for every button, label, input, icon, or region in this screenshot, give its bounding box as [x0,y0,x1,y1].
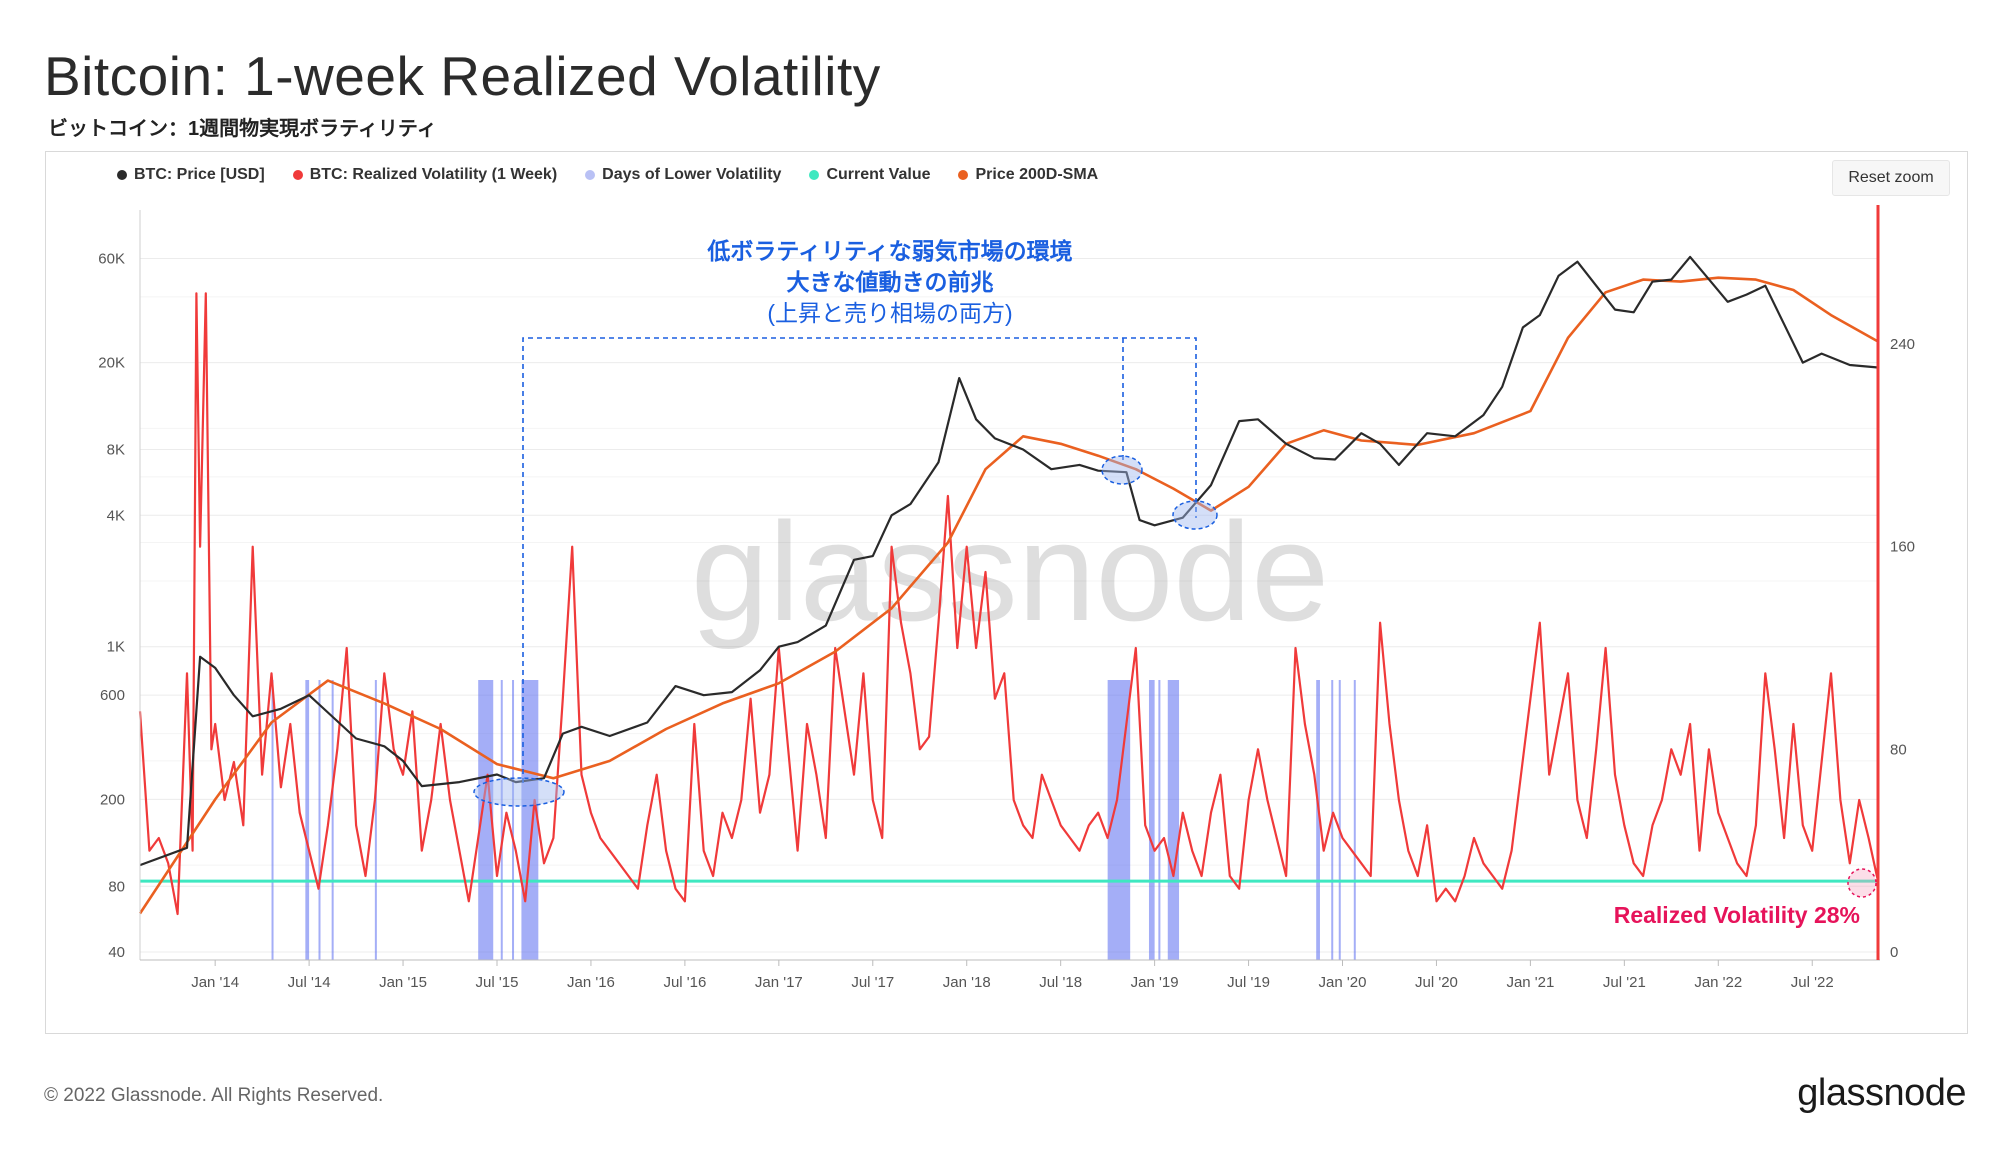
lower-volatility-band [271,680,274,960]
x-tick-label: Jul '20 [1415,974,1458,991]
legend-dot-lower-volatility [585,170,596,180]
x-tick-label: Jan '20 [1319,974,1367,991]
legend-label-current-value: Current Value [826,166,931,183]
highlight-ellipse [1172,500,1218,530]
copyright-footer: © 2022 Glassnode. All Rights Reserved. [44,1085,384,1106]
lower-volatility-band [478,680,494,960]
x-tick-label: Jul '19 [1227,974,1270,991]
lower-volatility-band [512,680,515,960]
legend-dot-volatility [292,170,303,180]
y-left-tick-label: 40 [108,944,125,961]
legend-dot-price [117,170,127,180]
y-left-tick-label: 80 [108,878,125,895]
legend-item-price[interactable]: BTC: Price [USD] [117,166,265,184]
x-tick-label: Jul '22 [1791,974,1834,991]
current-value-marker [1847,868,1877,898]
x-tick-label: Jan '15 [379,974,427,991]
lower-volatility-band [1353,680,1356,960]
legend-item-current-value[interactable]: Current Value [809,166,930,184]
y-left-tick-label: 60K [98,250,125,267]
x-tick-label: Jan '17 [755,974,803,991]
highlight-ellipse [1101,455,1143,485]
annotation-text: 低ボラティリティな弱気市場の環境 大きな値動きの前兆 (上昇と売り相場の両方) [600,236,1180,329]
watermark: glassnode [691,493,1329,650]
annotation-line-1: 低ボラティリティな弱気市場の環境 [707,238,1073,264]
annotation-line-2: 大きな値動きの前兆 [786,269,994,295]
legend-item-volatility[interactable]: BTC: Realized Volatility (1 Week) [292,166,558,184]
y-right-tick-label: 240 [1890,336,1915,353]
y-left-tick-label: 20K [98,355,125,372]
x-tick-label: Jan '21 [1506,974,1554,991]
legend-dot-current-value [809,170,820,180]
lower-volatility-band [331,680,334,960]
x-tick-label: Jul '17 [851,974,894,991]
lower-volatility-band [1338,680,1341,960]
x-tick-label: Jan '14 [191,974,239,991]
lower-volatility-band [521,680,539,960]
lower-volatility-band [1148,680,1155,960]
highlight-ellipse [473,777,565,807]
x-tick-label: Jul '14 [288,974,331,991]
x-tick-label: Jan '22 [1694,974,1742,991]
lower-volatility-band [500,680,503,960]
lower-volatility-band [374,680,377,960]
lower-volatility-band [1107,680,1131,960]
chart-legend: BTC: Price [USD] BTC: Realized Volatilit… [117,166,1098,184]
x-tick-label: Jan '19 [1131,974,1179,991]
x-tick-label: Jul '18 [1039,974,1082,991]
y-left-tick-label: 600 [100,687,125,704]
volatility-line [138,292,1880,916]
legend-label-sma: Price 200D-SMA [975,166,1099,183]
legend-dot-sma [958,170,969,180]
chart-frame [45,151,1968,1034]
x-tick-label: Jan '16 [567,974,615,991]
lower-volatility-band [1158,680,1161,960]
legend-label-lower-volatility: Days of Lower Volatility [602,166,782,183]
legend-label-volatility: BTC: Realized Volatility (1 Week) [309,166,558,183]
lower-volatility-band [1167,680,1180,960]
price-line [139,255,1879,867]
x-tick-label: Jul '21 [1603,974,1646,991]
y-right-tick-label: 80 [1890,741,1907,758]
current-value-callout: Realized Volatility 28% [1613,902,1860,928]
legend-label-price: BTC: Price [USD] [134,166,265,183]
legend-item-lower-volatility[interactable]: Days of Lower Volatility [585,166,781,184]
annotation-bracket [522,337,1197,783]
y-right-tick-label: 160 [1890,539,1915,556]
y-left-tick-label: 8K [107,442,125,459]
y-left-tick-label: 1K [107,639,125,656]
lower-volatility-band [305,680,310,960]
y-right-tick-label: 0 [1890,944,1898,961]
y-left-tick-label: 200 [100,791,125,808]
y-left-tick-label: 4K [107,507,125,524]
x-tick-label: Jan '18 [943,974,991,991]
lower-volatility-band [318,680,321,960]
reset-zoom-button[interactable]: Reset zoom [1832,160,1950,196]
chart-title: Bitcoin: 1-week Realized Volatility [44,45,881,107]
chart-subtitle: ビットコイン：1週間物実現ボラティリティ [48,118,437,140]
x-tick-label: Jul '16 [663,974,706,991]
x-tick-label: Jul '15 [476,974,519,991]
sma-line [138,276,1879,915]
lower-volatility-band [1316,680,1320,960]
glassnode-logo: glassnode [1797,1072,1966,1114]
annotation-line-3: (上昇と売り相場の両方) [767,300,1013,326]
legend-item-sma[interactable]: Price 200D-SMA [958,166,1098,184]
